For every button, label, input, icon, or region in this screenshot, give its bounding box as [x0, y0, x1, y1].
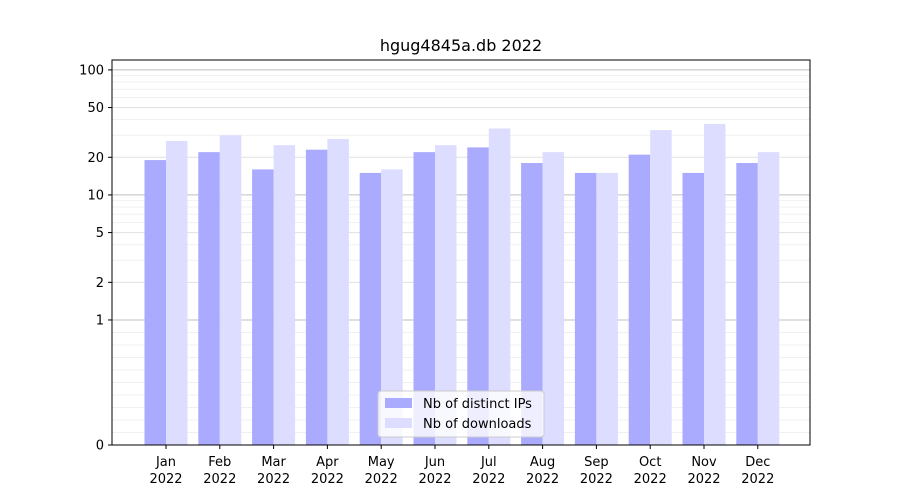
x-tick-label-month: Mar	[261, 455, 286, 470]
bar-distinct-ips-dec	[736, 163, 758, 445]
x-tick-label-month: Sep	[584, 455, 609, 470]
y-tick-label: 50	[87, 101, 104, 116]
bar-downloads-jan	[166, 140, 188, 445]
x-tick-label-month: Oct	[639, 455, 661, 470]
bar-downloads-sep	[596, 172, 618, 445]
bar-distinct-ips-nov	[682, 172, 704, 445]
bar-downloads-nov	[704, 123, 726, 445]
y-tick-label: 5	[96, 226, 104, 241]
bar-distinct-ips-sep	[574, 172, 597, 445]
x-tick-label-year: 2022	[687, 472, 720, 487]
bar-downloads-jun	[435, 145, 457, 445]
x-tick-label-month: May	[368, 455, 395, 470]
x-tick-label-year: 2022	[311, 472, 344, 487]
legend-label: Nb of downloads	[423, 417, 532, 432]
x-tick-label-month: Jul	[480, 455, 497, 470]
x-tick-label-year: 2022	[149, 472, 182, 487]
x-tick-label-year: 2022	[472, 472, 505, 487]
bar-distinct-ips-aug	[521, 163, 543, 445]
legend-box	[377, 390, 545, 438]
x-tick-label-year: 2022	[365, 472, 398, 487]
bar-downloads-oct	[650, 130, 672, 445]
bar-distinct-ips-may	[359, 172, 382, 445]
x-tick-label-month: Dec	[745, 455, 770, 470]
y-tick-label: 20	[87, 151, 104, 166]
bar-downloads-dec	[757, 152, 780, 445]
legend-swatch	[385, 398, 412, 408]
bar-distinct-ips-jun	[413, 152, 435, 445]
y-tick-label: 2	[96, 276, 104, 291]
bars	[144, 123, 780, 446]
plot-frame	[111, 59, 811, 446]
bar-distinct-ips-mar	[252, 169, 274, 445]
bar-downloads-may	[381, 169, 403, 445]
bar-downloads-mar	[273, 145, 296, 445]
x-tick-label-year: 2022	[203, 472, 236, 487]
legend: Nb of distinct IPs Nb of downloads	[377, 390, 545, 438]
x-tick-label-month: Feb	[208, 455, 231, 470]
bar-downloads-feb	[219, 135, 242, 445]
y-tick-label: 1	[96, 313, 104, 328]
bar-downloads-aug	[542, 152, 565, 445]
x-tick-label-month: Jun	[424, 455, 445, 470]
bar-distinct-ips-oct	[628, 154, 651, 446]
legend-swatch	[385, 418, 412, 428]
y-tick-label: 10	[87, 188, 104, 203]
x-tick-label-year: 2022	[580, 472, 613, 487]
legend-label: Nb of distinct IPs	[423, 397, 532, 412]
bar-distinct-ips-apr	[305, 149, 328, 446]
x-tick-label-month: Aug	[530, 455, 555, 470]
chart-title: hgug4845a.db 2022	[380, 36, 542, 55]
x-tick-label-year: 2022	[741, 472, 774, 487]
y-tick-label: 0	[96, 439, 104, 454]
bar-downloads-apr	[327, 139, 349, 445]
bar-distinct-ips-jul	[467, 147, 489, 446]
y-tick-label: 100	[79, 63, 104, 78]
bar-distinct-ips-jan	[144, 160, 166, 445]
x-tick-label-month: Nov	[691, 455, 717, 470]
x-tick-label-month: Jan	[155, 455, 176, 470]
x-tick-label-year: 2022	[257, 472, 290, 487]
y-axis: 0 1 2 5 10 20 50 100	[79, 63, 112, 454]
bar-distinct-ips-feb	[198, 152, 220, 445]
x-tick-label-year: 2022	[634, 472, 667, 487]
x-axis: Jan 2022 Feb 2022 Mar 2022 Apr 2022 May 2022 Jun 20…	[149, 445, 774, 487]
bar-downloads-jul	[488, 128, 511, 445]
x-tick-label-month: Apr	[316, 455, 339, 470]
x-tick-label-year: 2022	[418, 472, 451, 487]
x-tick-label-year: 2022	[526, 472, 559, 487]
